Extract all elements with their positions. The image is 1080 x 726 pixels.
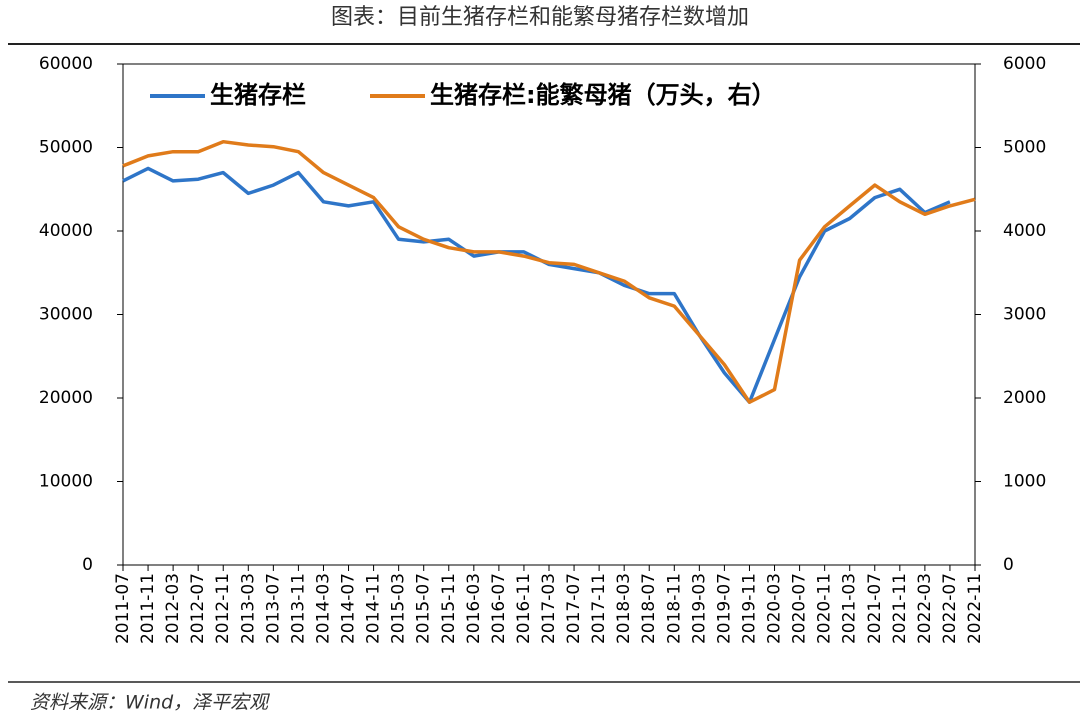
x-tick-label: 2019-07 — [714, 573, 734, 644]
x-tick-label: 2015-03 — [389, 573, 409, 644]
x-tick-label: 2017-03 — [539, 573, 559, 644]
x-tick-label: 2016-07 — [489, 573, 509, 644]
x-tick-label: 2018-03 — [614, 573, 634, 644]
y-tick-label: 0 — [82, 555, 93, 575]
x-tick-label: 2011-07 — [113, 573, 133, 644]
x-tick-label: 2014-03 — [313, 573, 333, 644]
x-tick-label: 2017-11 — [589, 573, 609, 644]
x-tick-label: 2012-03 — [163, 573, 183, 644]
y-tick-label: 20000 — [39, 388, 93, 408]
x-tick-label: 2020-03 — [765, 573, 785, 644]
legend-label: 生猪存栏 — [210, 81, 306, 109]
y2-tick-label: 5000 — [1003, 138, 1046, 158]
y2-tick-label: 3000 — [1003, 305, 1046, 325]
x-tick-label: 2020-07 — [790, 573, 810, 644]
x-tick-label: 2012-11 — [213, 573, 233, 644]
y2-tick-label: 2000 — [1003, 388, 1046, 408]
x-tick-label: 2016-11 — [514, 573, 534, 644]
x-tick-label: 2016-03 — [464, 573, 484, 644]
x-tick-label: 2012-07 — [188, 573, 208, 644]
x-tick-label: 2014-07 — [339, 573, 359, 644]
x-tick-label: 2021-07 — [865, 573, 885, 644]
x-tick-label: 2015-11 — [439, 573, 459, 644]
series-line — [122, 166, 951, 404]
plot-frame — [122, 63, 976, 566]
x-tick-label: 2021-03 — [840, 573, 860, 644]
y2-tick-label: 0 — [1003, 555, 1014, 575]
y-tick-label: 60000 — [39, 54, 93, 74]
source: 资料来源：Wind，泽平宏观 — [30, 692, 270, 714]
y-tick-label: 50000 — [39, 138, 93, 158]
x-tick-label: 2019-03 — [689, 573, 709, 644]
x-tick-label: 2013-11 — [288, 573, 308, 644]
x-tick-label: 2020-11 — [815, 573, 835, 644]
x-tick-label: 2022-07 — [940, 573, 960, 644]
legend-label: 生猪存栏:能繁母猪（万头，右） — [430, 81, 776, 109]
y2-tick-label: 1000 — [1003, 472, 1046, 492]
x-tick-label: 2019-11 — [739, 573, 759, 644]
x-tick-label: 2018-11 — [664, 573, 684, 644]
x-tick-label: 2011-11 — [138, 573, 158, 644]
chart-title: 图表：目前生猪存栏和能繁母猪存栏数增加 — [331, 5, 749, 30]
x-tick-label: 2014-11 — [364, 573, 384, 644]
x-tick-label: 2021-11 — [890, 573, 910, 644]
x-tick-label: 2015-07 — [414, 573, 434, 644]
x-tick-label: 2017-07 — [564, 573, 584, 644]
y2-tick-label: 4000 — [1003, 221, 1046, 241]
y-tick-label: 40000 — [39, 221, 93, 241]
y-tick-label: 10000 — [39, 472, 93, 492]
x-tick-label: 2013-03 — [238, 573, 258, 644]
y2-tick-label: 6000 — [1003, 54, 1046, 74]
series-line — [122, 139, 976, 404]
x-tick-label: 2013-07 — [263, 573, 283, 644]
y-tick-label: 30000 — [39, 305, 93, 325]
x-tick-label: 2022-11 — [965, 573, 985, 644]
x-tick-label: 2018-07 — [639, 573, 659, 644]
x-tick-label: 2022-03 — [915, 573, 935, 644]
